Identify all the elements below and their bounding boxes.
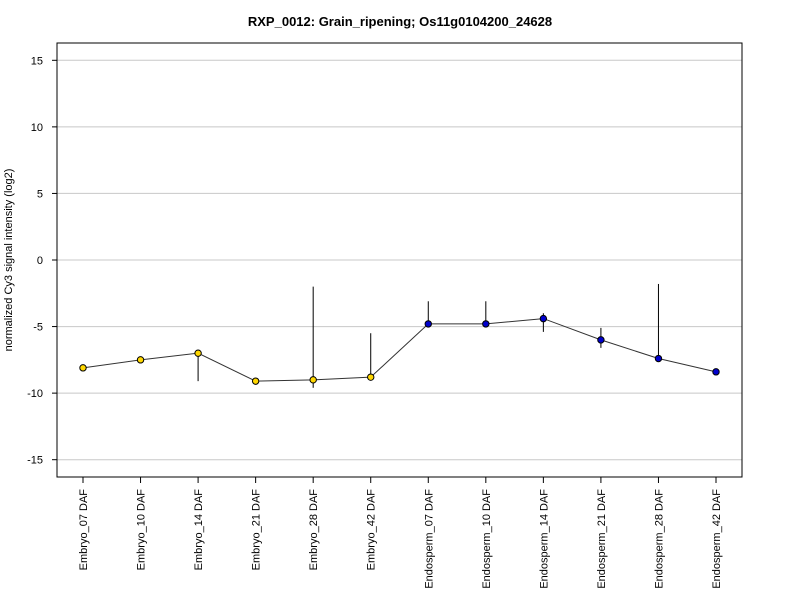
data-point xyxy=(424,320,432,328)
data-point xyxy=(539,314,548,323)
data-point xyxy=(309,376,317,384)
gridlines xyxy=(57,59,742,461)
data-point xyxy=(597,336,605,344)
x-tick-label: Endosperm_14 DAF xyxy=(538,489,550,589)
data-point xyxy=(654,354,663,363)
x-tick-label: Embryo_28 DAF xyxy=(308,489,320,571)
y-tick-label: 0 xyxy=(37,255,43,267)
x-tick-label: Endosperm_42 DAF xyxy=(711,489,723,589)
data-point xyxy=(136,356,145,364)
x-tick-label: Embryo_14 DAF xyxy=(193,489,205,571)
data-point xyxy=(194,349,202,357)
data-point xyxy=(251,377,260,385)
data-point xyxy=(482,320,490,328)
y-tick-label: 10 xyxy=(31,122,43,134)
data-points xyxy=(79,314,720,385)
y-tick-label: -10 xyxy=(27,388,43,400)
series-line xyxy=(82,318,717,382)
y-axis-label: normalized Cy3 signal intensity (log2) xyxy=(3,169,15,352)
x-tick-label: Embryo_07 DAF xyxy=(78,489,90,571)
y-tick-label: 15 xyxy=(31,55,43,67)
x-tick-label: Endosperm_07 DAF xyxy=(423,489,435,589)
x-axis: Embryo_07 DAF Embryo_10 DAF Embryo_14 DAF E… xyxy=(78,477,723,589)
data-point xyxy=(79,364,87,372)
error-bars xyxy=(140,283,659,388)
y-axis: 15 10 5 0 -5 -10 -15 xyxy=(27,55,57,467)
data-point xyxy=(367,373,375,381)
x-tick-label: Embryo_21 DAF xyxy=(251,489,263,571)
x-tick-label: Embryo_10 DAF xyxy=(136,489,148,571)
data-point xyxy=(712,368,720,376)
chart-title: RXP_0012: Grain_ripening; Os11g0104200_2… xyxy=(248,14,552,29)
x-tick-label: Endosperm_21 DAF xyxy=(596,489,608,589)
x-tick-label: Endosperm_28 DAF xyxy=(653,489,665,589)
y-tick-label: -5 xyxy=(33,322,43,334)
x-tick-label: Endosperm_10 DAF xyxy=(481,489,493,589)
y-tick-label: 5 xyxy=(37,188,43,200)
x-tick-label: Embryo_42 DAF xyxy=(366,489,378,571)
y-tick-label: -15 xyxy=(27,455,43,467)
